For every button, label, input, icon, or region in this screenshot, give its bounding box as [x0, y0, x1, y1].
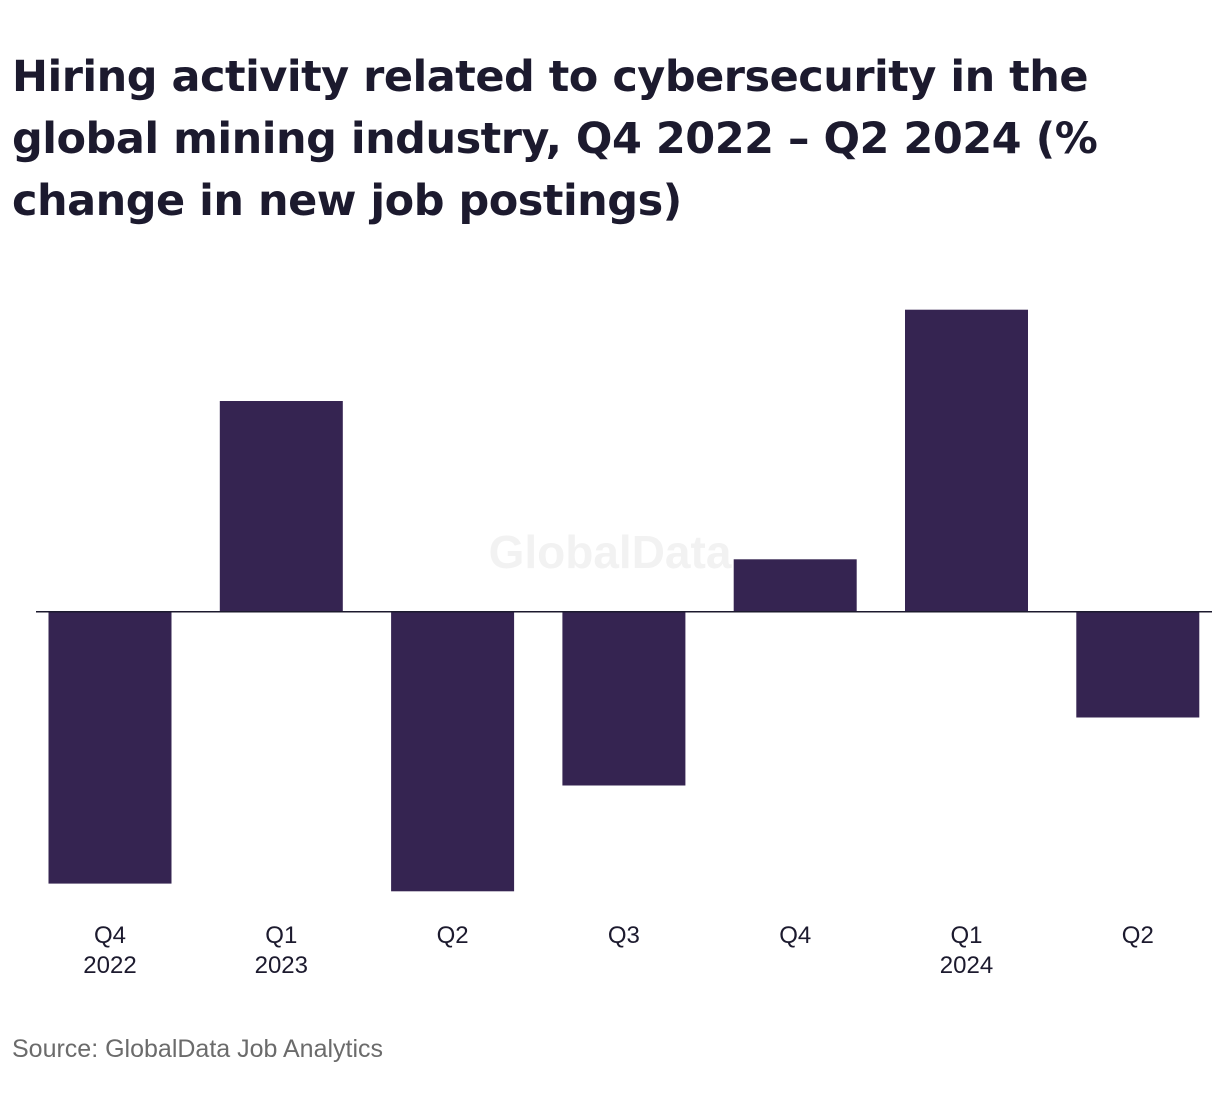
bar — [733, 559, 857, 612]
source-note: Source: GlobalData Job Analytics — [12, 1035, 384, 1063]
x-tick-label-quarter: Q3 — [608, 922, 640, 949]
x-axis-labels: Q4 2022 Q1 2023 Q2 Q3 Q4 Q1 2024 Q2 — [83, 922, 1154, 979]
watermark: GlobalData — [489, 526, 732, 578]
bar — [48, 611, 172, 884]
bar — [1076, 611, 1200, 718]
x-tick-label-year: 2022 — [83, 952, 136, 979]
bars-group — [48, 309, 1200, 892]
x-tick-label-quarter: Q2 — [437, 922, 469, 949]
x-tick-label-quarter: Q1 — [265, 922, 297, 949]
x-tick-label-quarter: Q4 — [94, 922, 126, 949]
bar — [391, 611, 515, 892]
bar — [905, 309, 1028, 612]
x-tick-label-quarter: Q2 — [1122, 922, 1154, 949]
x-tick-label-year: 2023 — [255, 952, 308, 979]
x-tick-label-quarter: Q1 — [950, 922, 982, 949]
x-tick-label-quarter: Q4 — [779, 922, 811, 949]
bar — [562, 611, 686, 786]
bar — [219, 401, 343, 612]
chart-title: Hiring activity related to cybersecurity… — [12, 52, 1098, 226]
x-tick-label-year: 2024 — [940, 952, 993, 979]
